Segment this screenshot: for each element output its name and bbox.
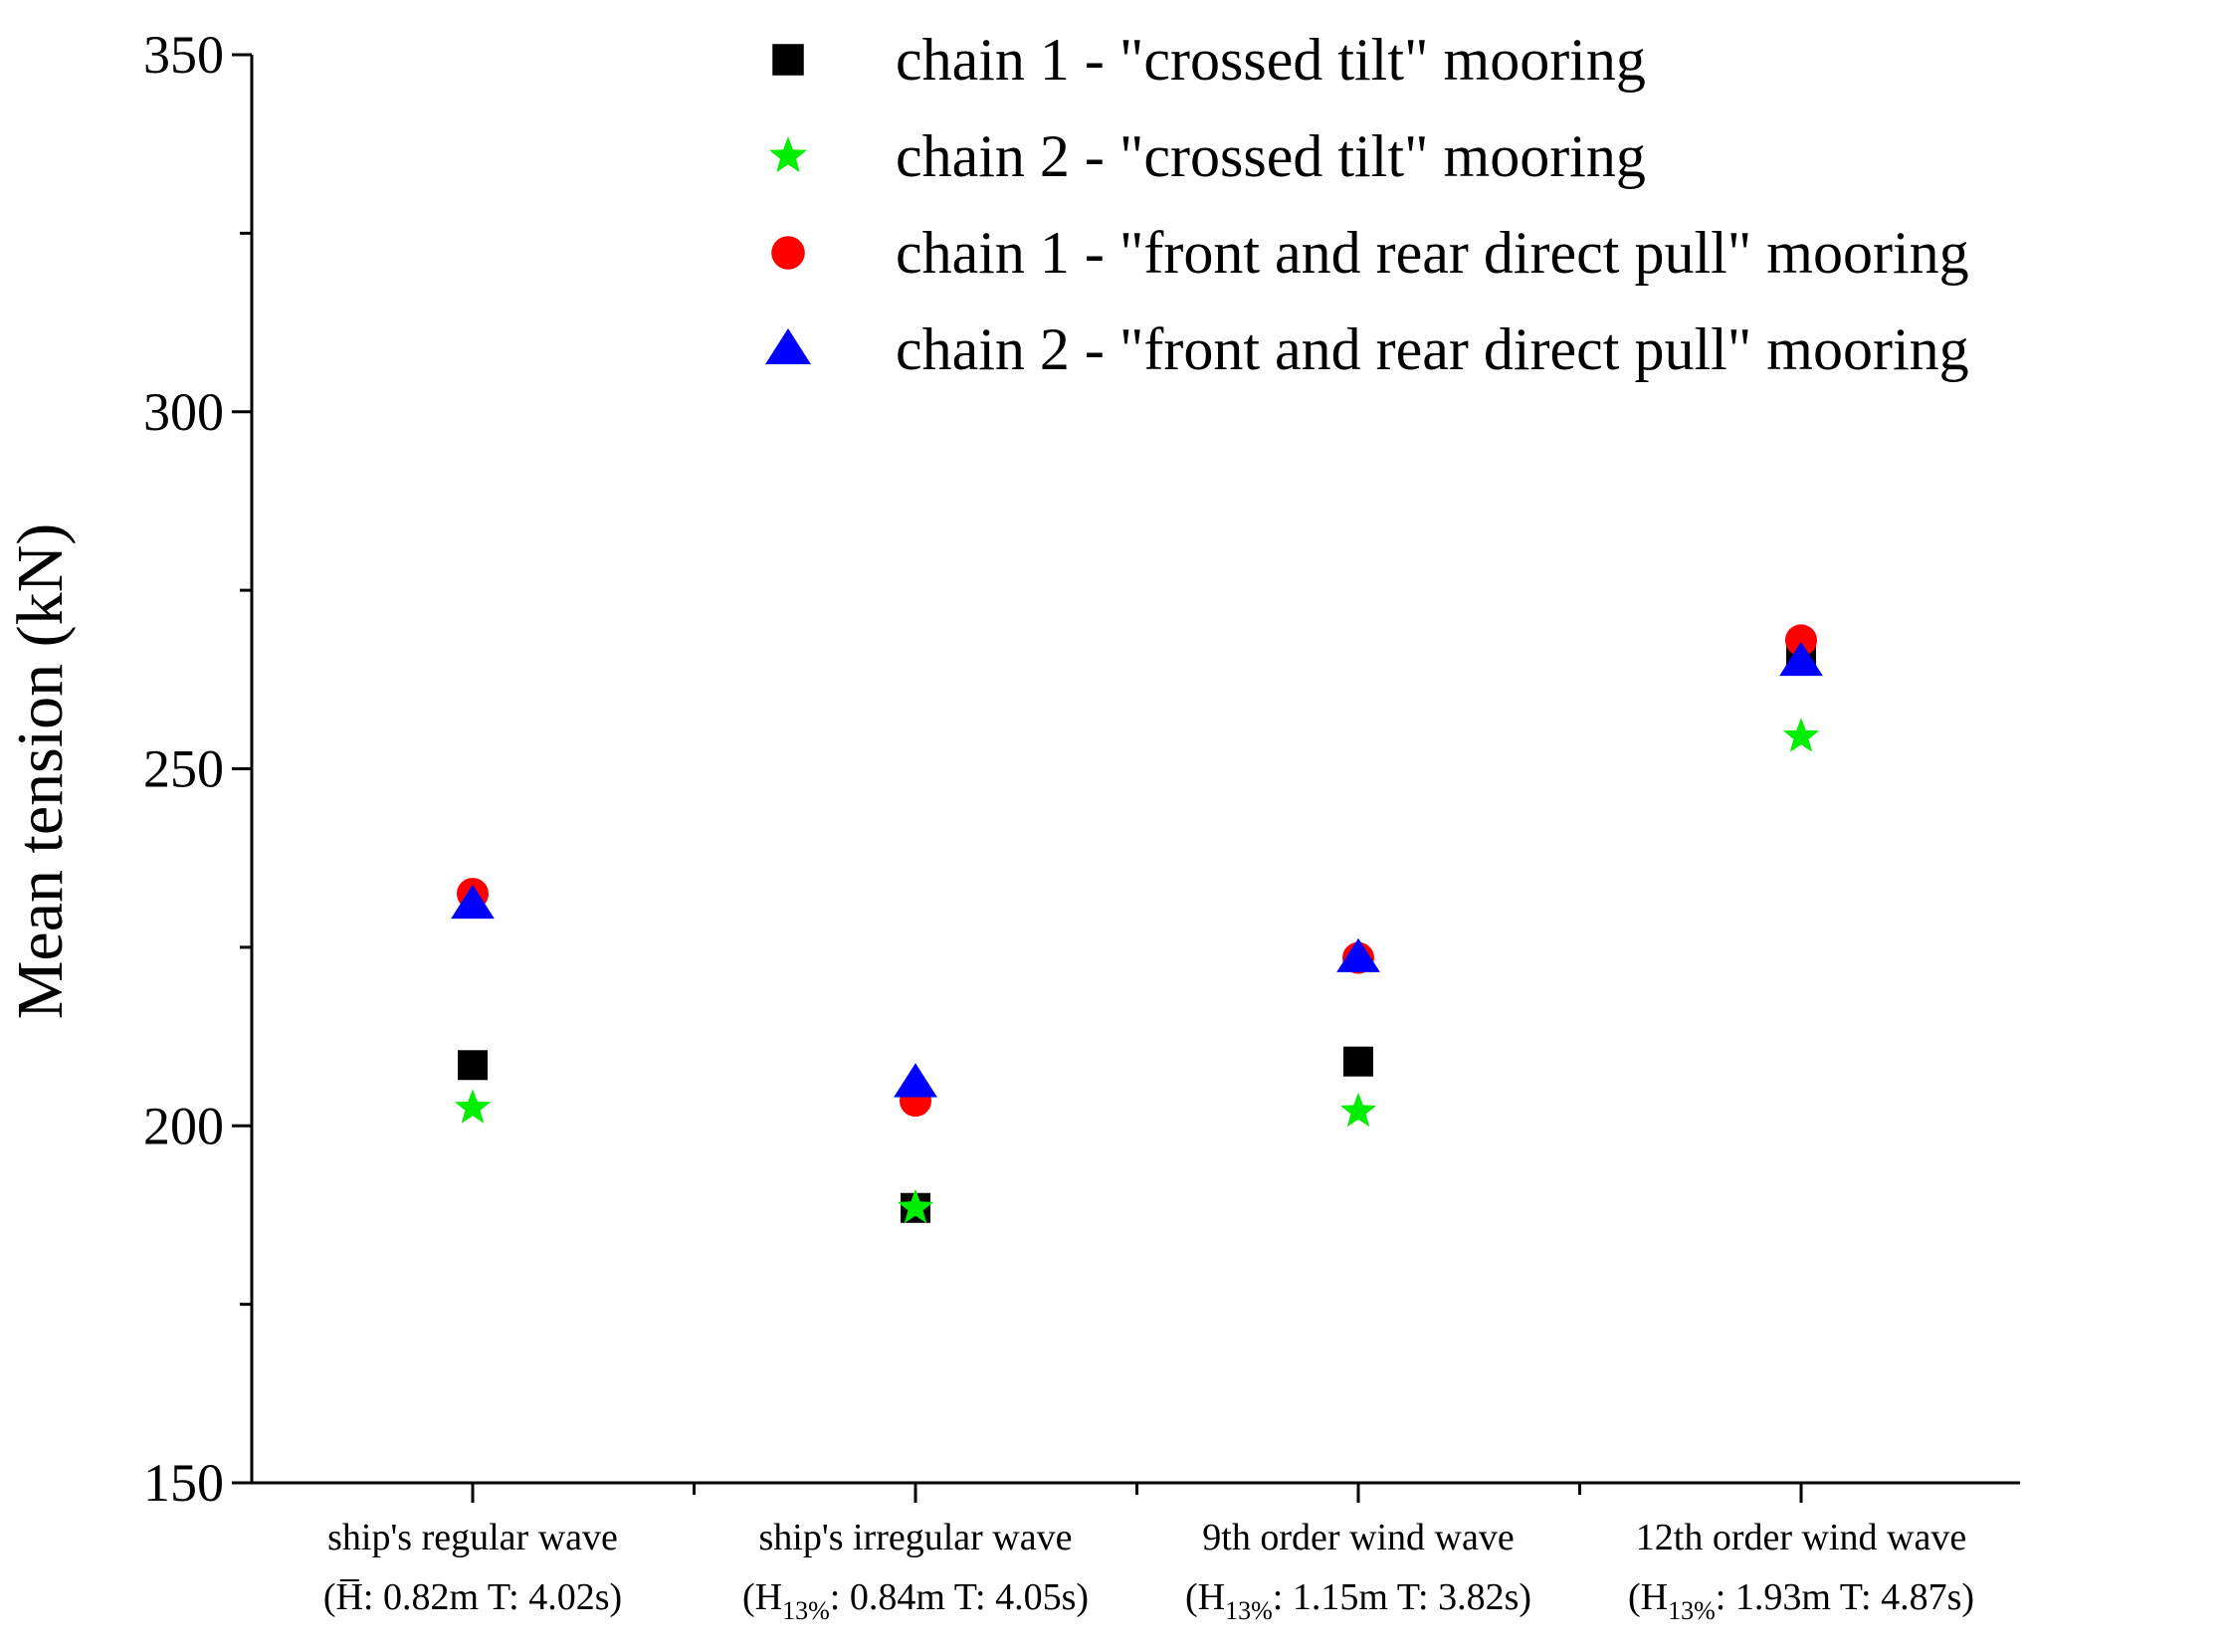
x-tick-label: 12th order wind wave [1636, 1517, 1966, 1558]
legend: chain 1 - "crossed tilt" mooring chain 2 … [765, 27, 1969, 382]
data-point-series-2-star [454, 1089, 492, 1124]
x-tick-label: ship's regular wave [327, 1517, 618, 1558]
x-tick-sublabel: (H13%: 0.84m T: 4.05s) [742, 1576, 1089, 1625]
data-point-series-3-circle [1785, 624, 1817, 657]
x-tick-sublabel: (H13%: 1.93m T: 4.87s) [1628, 1576, 1974, 1625]
legend-label: chain 1 - "crossed tilt" mooring [896, 27, 1646, 93]
x-tick-sublabel: (H̅: 0.82m T: 4.02s) [323, 1576, 622, 1618]
data-point-series-4-triangle [894, 1063, 937, 1098]
x-tick-label: 9th order wind wave [1202, 1517, 1514, 1558]
x-tick-label: ship's irregular wave [759, 1517, 1073, 1558]
legend-marker-triangle [765, 328, 811, 364]
y-tick-label: 350 [143, 25, 224, 85]
y-tick-label: 150 [143, 1453, 224, 1513]
data-point-series-2-star [1782, 718, 1820, 752]
x-tick-sublabel: (H13%: 1.15m T: 3.82s) [1185, 1576, 1531, 1625]
data-point-series-4-triangle [1336, 937, 1380, 972]
data-point-series-2-star [1339, 1092, 1377, 1128]
legend-marker-square [772, 44, 804, 76]
y-tick-label: 250 [143, 739, 224, 799]
y-tick-label: 300 [143, 382, 224, 442]
data-point-series-1-square [458, 1050, 488, 1081]
legend-label: chain 1 - "front and rear direct pull" m… [896, 220, 1969, 286]
x-axis-ticks: ship's regular wave (H̅: 0.82m T: 4.02s) s… [323, 1483, 1974, 1625]
data-point-series-4-triangle [1779, 641, 1823, 677]
legend-marker-circle [771, 236, 805, 270]
data-point-series-1-square [1343, 1046, 1373, 1077]
data-points [451, 624, 1823, 1224]
legend-label: chain 2 - "crossed tilt" mooring [896, 123, 1646, 189]
data-point-series-4-triangle [451, 884, 495, 920]
y-tick-label: 200 [143, 1096, 224, 1155]
y-axis-title: Mean tension (kN) [4, 523, 77, 1020]
legend-marker-star [769, 136, 807, 173]
y-axis-ticks: 150 200 250 300 350 [143, 25, 252, 1513]
legend-label: chain 2 - "front and rear direct pull" m… [896, 316, 1969, 382]
data-point-series-2-star [897, 1188, 934, 1224]
